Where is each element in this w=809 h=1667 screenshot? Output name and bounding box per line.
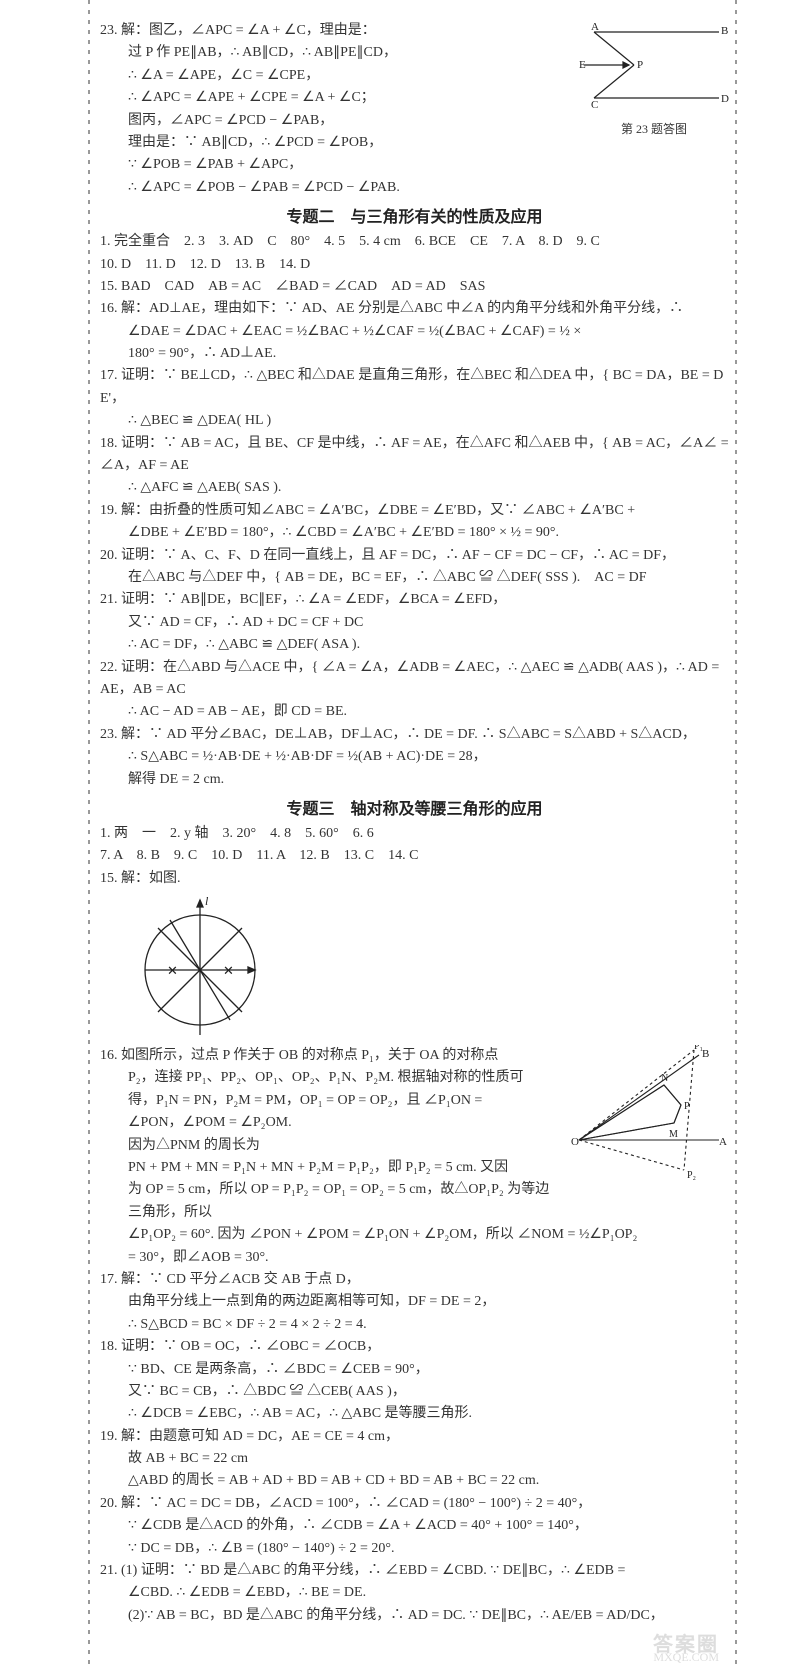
svg-text:P: P — [637, 59, 643, 71]
q16-line2: ∠DAE = ∠DAC + ∠EAC = ½∠BAC + ½∠CAF = ½(∠… — [100, 321, 729, 343]
svg-text:E: E — [579, 59, 586, 71]
svg-text:D: D — [721, 93, 729, 105]
svg-text:P: P — [684, 1101, 690, 1112]
q18b-line1: 18. 证明：∵ OB = OC，∴ ∠OBC = ∠OCB， — [100, 1336, 729, 1358]
q20-line1: 20. 证明：∵ A、C、F、D 在同一直线上，且 AF = DC，∴ AF −… — [100, 545, 729, 567]
section-3-title: 专题三 轴对称及等腰三角形的应用 — [100, 795, 729, 819]
q17b-line3: ∴ S△BCD = BC × DF ÷ 2 = 4 × 2 ÷ 2 = 4. — [100, 1314, 729, 1336]
q23b-line1: 23. 解：∵ AD 平分∠BAC，DE⊥AB，DF⊥AC，∴ DE = DF.… — [100, 724, 729, 746]
q21b-line2: ∠CBD. ∴ ∠EDB = ∠EBD，∴ BE = DE. — [100, 1582, 729, 1604]
figure-16: O A B P₁ P₂ P N M — [569, 1045, 729, 1185]
answers3-row-2: 7. A 8. B 9. C 10. D 11. A 12. B 13. C 1… — [100, 845, 729, 867]
q17b-line1: 17. 解：∵ CD 平分∠ACB 交 AB 于点 D， — [100, 1269, 729, 1291]
q21-line1: 21. 证明：∵ AB∥DE，BC∥EF，∴ ∠A = ∠EDF，∠BCA = … — [100, 589, 729, 611]
answers-row-2: 10. D 11. D 12. D 13. B 14. D — [100, 254, 729, 276]
svg-text:N: N — [661, 1073, 668, 1084]
q19b-line1: 19. 解：由题意可知 AD = DC，AE = CE = 4 cm， — [100, 1426, 729, 1448]
q16b-line8: ∠P₁OP₂ = 60°. 因为 ∠PON + ∠POM = ∠P₁ON + ∠… — [100, 1224, 729, 1246]
q21b-line1: 21. (1) 证明：∵ BD 是△ABC 的角平分线，∴ ∠EBD = ∠CB… — [100, 1560, 729, 1582]
q23-line8: ∴ ∠APC = ∠POB − ∠PAB = ∠PCD − ∠PAB. — [100, 177, 729, 199]
q21-line2: 又∵ AD = CF，∴ AD + DC = CF + DC — [100, 612, 729, 634]
svg-text:A: A — [591, 21, 599, 33]
svg-text:A: A — [719, 1136, 727, 1148]
q19b-line3: △ABD 的周长 = AB + AD + BD = AB + CD + BD =… — [100, 1470, 729, 1492]
q16b-line7: 为 OP = 5 cm，所以 OP = P₁P₂ = OP₁ = OP₂ = 5… — [100, 1179, 729, 1224]
figure-16-svg: O A B P₁ P₂ P N M — [569, 1045, 729, 1180]
answers3-row-3: 15. 解：如图. — [100, 868, 729, 890]
q20b-line1: 20. 解：∵ AC = DC = DB，∠ACD = 100°，∴ ∠CAD … — [100, 1493, 729, 1515]
q22-line1: 22. 证明：在△ABD 与△ACE 中，{ ∠A = ∠A，∠ADB = ∠A… — [100, 657, 729, 702]
q19-line2: ∠DBE + ∠E′BD = 180°，∴ ∠CBD = ∠A′BC + ∠E′… — [100, 522, 729, 544]
q23b-line3: 解得 DE = 2 cm. — [100, 769, 729, 791]
q18b-line4: ∴ ∠DCB = ∠EBC，∴ AB = AC，∴ △ABC 是等腰三角形. — [100, 1403, 729, 1425]
q20-line2: 在△ABC 与△DEF 中，{ AB = DE，BC = EF，∴ △ABC ≌… — [100, 567, 729, 589]
svg-text:P₁: P₁ — [694, 1045, 703, 1052]
q18-line2: ∴ △AFC ≌ △AEB( SAS ). — [100, 477, 729, 499]
svg-text:P₂: P₂ — [687, 1170, 696, 1180]
answers-row-1: 1. 完全重合 2. 3 3. AD C 80° 4. 5 5. 4 cm 6.… — [100, 231, 729, 253]
svg-text:M: M — [669, 1129, 678, 1140]
figure-23-svg: A B C D E P — [579, 20, 729, 115]
svg-text:O: O — [571, 1136, 579, 1148]
figure-15-svg: ✕ ✕ l — [120, 890, 280, 1040]
q21-line3: ∴ AC = DF，∴ △ABC ≌ △DEF( ASA ). — [100, 634, 729, 656]
q17-line2: ∴ △BEC ≌ △DEA( HL ) — [100, 410, 729, 432]
q21b-line3: (2)∵ AB = BC，BD 是△ABC 的角平分线，∴ AD = DC. ∵… — [100, 1605, 729, 1627]
watermark-url: MXQE.COM — [653, 1650, 719, 1665]
q16b-line9: = 30°，即∠AOB = 30°. — [100, 1247, 729, 1269]
svg-text:✕: ✕ — [223, 963, 234, 978]
q17b-line2: 由角平分线上一点到角的两边距离相等可知，DF = DE = 2， — [100, 1291, 729, 1313]
q19-line1: 19. 解：由折叠的性质可知∠ABC = ∠A′BC，∠DBE = ∠E′BD，… — [100, 500, 729, 522]
answers3-row-1: 1. 两 一 2. y 轴 3. 20° 4. 8 5. 60° 6. 6 — [100, 823, 729, 845]
figure-23-caption: 第 23 题答图 — [579, 120, 729, 137]
q20b-line2: ∵ ∠CDB 是△ACD 的外角，∴ ∠CDB = ∠A + ∠ACD = 40… — [100, 1515, 729, 1537]
q23b-line2: ∴ S△ABC = ½·AB·DE + ½·AB·DF = ½(AB + AC)… — [100, 746, 729, 768]
q18b-line3: 又∵ BC = CB，∴ △BDC ≌ △CEB( AAS )， — [100, 1381, 729, 1403]
section-2-title: 专题二 与三角形有关的性质及应用 — [100, 203, 729, 227]
svg-text:C: C — [591, 99, 598, 111]
q22-line2: ∴ AC − AD = AB − AE，即 CD = BE. — [100, 701, 729, 723]
svg-text:B: B — [721, 25, 728, 37]
q20b-line3: ∵ DC = DB，∴ ∠B = (180° − 140°) ÷ 2 = 20°… — [100, 1538, 729, 1560]
answers-row-3: 15. BAD CAD AB = AC ∠BAD = ∠CAD AD = AD … — [100, 276, 729, 298]
svg-text:✕: ✕ — [167, 963, 178, 978]
figure-15: ✕ ✕ l — [100, 890, 729, 1045]
q23-line7: ∵ ∠POB = ∠PAB + ∠APC， — [100, 154, 729, 176]
q19b-line2: 故 AB + BC = 22 cm — [100, 1448, 729, 1470]
figure-23: A B C D E P 第 23 题答图 — [579, 20, 729, 137]
svg-text:l: l — [205, 894, 209, 908]
q17-line1: 17. 证明：∵ BE⊥CD，∴ △BEC 和△DAE 是直角三角形，在△BEC… — [100, 365, 729, 410]
q16-line3: 180° = 90°，∴ AD⊥AE. — [100, 343, 729, 365]
q18-line1: 18. 证明：∵ AB = AC，且 BE、CF 是中线，∴ AF = AE，在… — [100, 433, 729, 478]
q16-line1: 16. 解：AD⊥AE，理由如下：∵ AD、AE 分别是△ABC 中∠A 的内角… — [100, 298, 729, 320]
svg-text:B: B — [702, 1048, 709, 1060]
q18b-line2: ∵ BD、CE 是两条高，∴ ∠BDC = ∠CEB = 90°， — [100, 1359, 729, 1381]
